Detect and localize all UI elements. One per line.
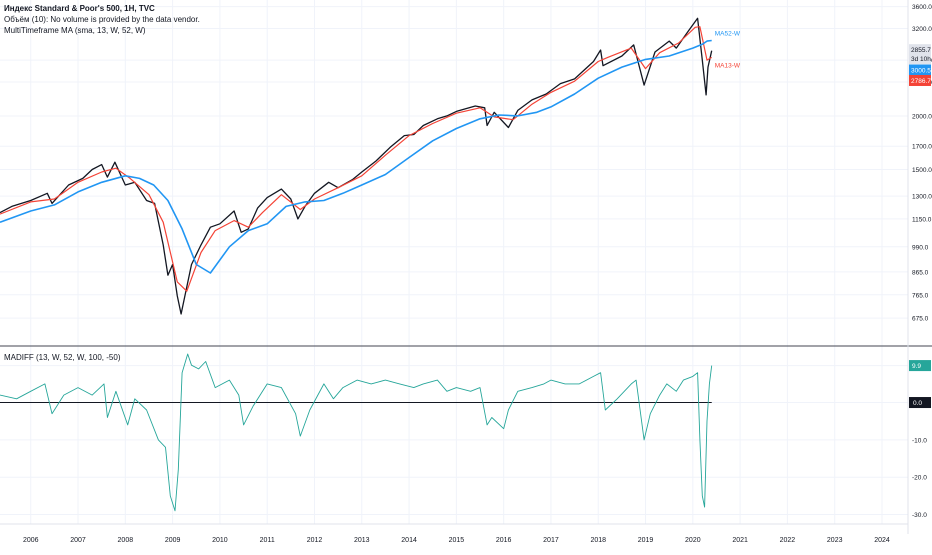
madiff-value-tag bbox=[909, 360, 931, 372]
ma52-price-tag-text: 3000.5 bbox=[911, 68, 931, 75]
price-tick-label: 865.0 bbox=[912, 269, 929, 276]
madiff-indicator-legend: MADIFF (13, W, 52, W, 100, -50) bbox=[4, 353, 121, 362]
symbol-title[interactable]: Индекс Standard & Poor's 500, 1Н, TVC bbox=[4, 4, 155, 13]
countdown-price-tag bbox=[909, 53, 931, 65]
zero-value-tag bbox=[909, 397, 931, 409]
volume-note[interactable]: Объём (10): No volume is provided by the… bbox=[4, 15, 200, 24]
price-tick-label: 765.0 bbox=[912, 292, 929, 299]
ma13-series[interactable] bbox=[0, 26, 712, 292]
ma52-series[interactable] bbox=[0, 39, 712, 274]
ma13-price-tag bbox=[909, 74, 931, 86]
last-price-tag bbox=[909, 44, 931, 56]
grid bbox=[0, 0, 908, 524]
price-tick-label: 3600.0 bbox=[912, 4, 932, 11]
x-tick-label: 2012 bbox=[307, 537, 323, 544]
price-tick-label: 1700.0 bbox=[912, 144, 932, 151]
x-tick-label: 2014 bbox=[401, 537, 417, 544]
x-tick-label: 2019 bbox=[638, 537, 654, 544]
x-tick-label: 2018 bbox=[590, 537, 606, 544]
zero-value-tag-text: 0.0 bbox=[913, 400, 922, 407]
countdown-price-tag-text: 3d 10h bbox=[911, 56, 931, 63]
last-price-tag-text: 2855.7 bbox=[911, 47, 931, 54]
price-tick-label: 990.0 bbox=[912, 244, 929, 251]
osc-tick-label: -20.0 bbox=[912, 475, 927, 482]
x-tick-label: 2020 bbox=[685, 537, 701, 544]
price-tick-label: 1150.0 bbox=[912, 216, 932, 223]
x-tick-label: 2009 bbox=[165, 537, 181, 544]
x-tick-label: 2011 bbox=[260, 537, 275, 544]
x-tick-label: 2021 bbox=[732, 537, 748, 544]
price-pane[interactable]: MA13-W MA52-W bbox=[0, 17, 741, 315]
legend-oscillator[interactable]: MADIFF (13, W, 52, W, 100, -50) bbox=[4, 352, 120, 363]
axes: 2006 2007 2008 2009 2010 2011 2012 2013 2014 2015… bbox=[23, 4, 932, 544]
price-tick-label: 675.0 bbox=[912, 316, 929, 323]
x-tick-label: 2022 bbox=[780, 537, 796, 544]
price-tick-label: 3200.0 bbox=[912, 26, 932, 33]
ma52-price-tag bbox=[909, 64, 931, 76]
x-tick-label: 2008 bbox=[118, 537, 134, 544]
x-tick-label: 2013 bbox=[354, 537, 370, 544]
ma13-series-label: MA13-W bbox=[715, 62, 741, 69]
legend-main: Индекс Standard & Poor's 500, 1Н, TVC Об… bbox=[4, 3, 200, 36]
madiff-value-tag-text: 9.9 bbox=[912, 363, 921, 370]
oscillator-pane[interactable] bbox=[0, 353, 713, 512]
ma-indicator-legend[interactable]: MultiTimeframe MA (sma, 13, W, 52, W) bbox=[4, 26, 146, 35]
x-tick-label: 2015 bbox=[449, 537, 465, 544]
x-tick-label: 2017 bbox=[543, 537, 559, 544]
x-tick-label: 2006 bbox=[23, 537, 39, 544]
price-tick-label: 2000.0 bbox=[912, 113, 932, 120]
ma13-price-tag-text: 2786.7 bbox=[911, 78, 931, 85]
x-tick-label: 2016 bbox=[496, 537, 512, 544]
ma52-series-label: MA52-W bbox=[715, 30, 741, 37]
x-tick-label: 2010 bbox=[212, 537, 228, 544]
price-labels: 2855.7 3d 10h 3000.5 2786.7 9.9 0.0 bbox=[909, 44, 931, 409]
price-tick-label: 1500.0 bbox=[912, 167, 932, 174]
price-tick-label: 1300.0 bbox=[912, 194, 932, 201]
madiff-series[interactable] bbox=[0, 353, 713, 512]
osc-tick-label: -10.0 bbox=[912, 437, 927, 444]
osc-tick-label: -30.0 bbox=[912, 512, 927, 519]
x-tick-label: 2024 bbox=[874, 537, 890, 544]
x-tick-label: 2023 bbox=[827, 537, 843, 544]
price-series[interactable] bbox=[0, 17, 713, 315]
x-tick-label: 2007 bbox=[70, 537, 86, 544]
